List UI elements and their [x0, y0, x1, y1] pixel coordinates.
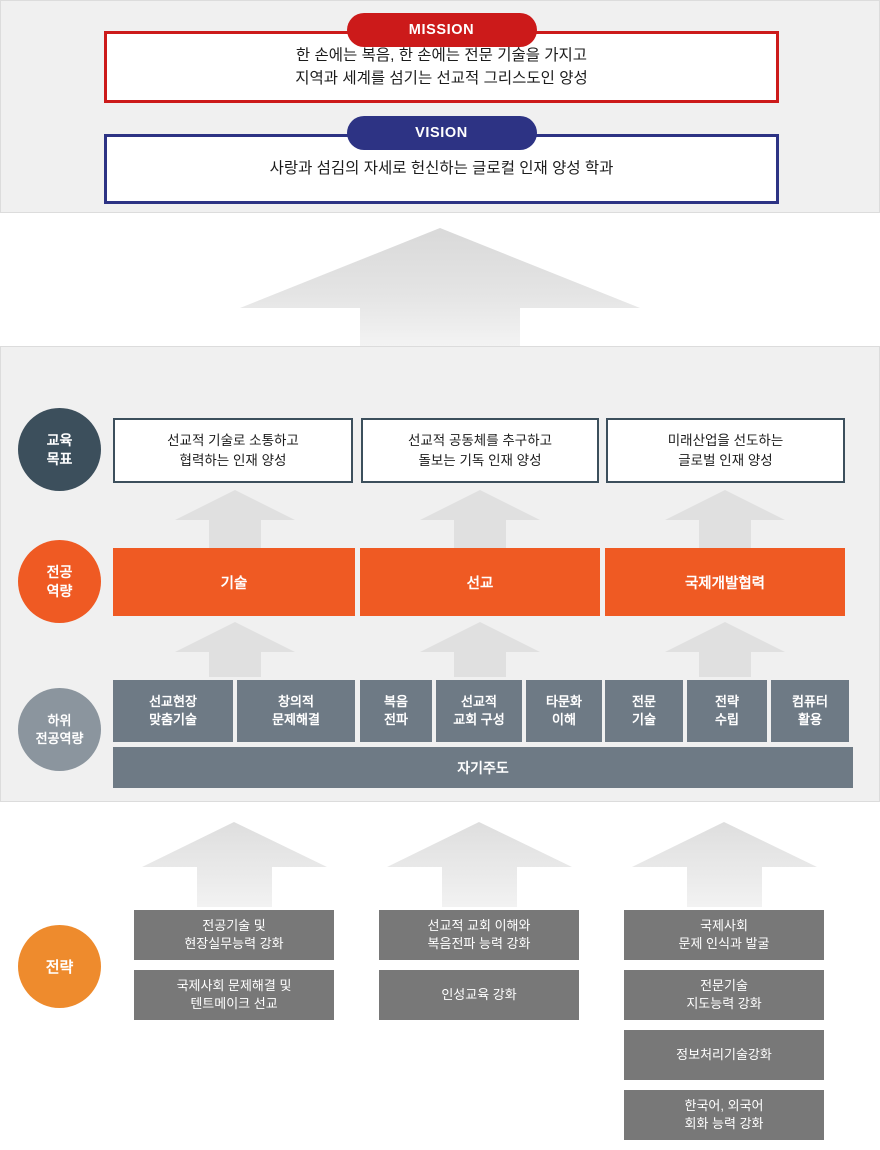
mission-block: 한 손에는 복음, 한 손에는 전문 기술을 가지고 지역과 세계를 섬기는 선… [104, 13, 779, 103]
sub-competency-item: 복음 전파 [360, 680, 432, 742]
vision-block: 사랑과 섬김의 자세로 헌신하는 글로컬 인재 양성 학과 VISION [104, 116, 779, 204]
sub-competency-item: 타문화 이해 [526, 680, 602, 742]
strategy-item: 정보처리기술강화 [624, 1030, 824, 1080]
education-goal-bubble: 교육 목표 [18, 408, 101, 491]
mission-vision-panel: 한 손에는 복음, 한 손에는 전문 기술을 가지고 지역과 세계를 섬기는 선… [0, 0, 880, 213]
mission-text: 한 손에는 복음, 한 손에는 전문 기술을 가지고 지역과 세계를 섬기는 선… [295, 46, 588, 87]
strategy-item: 선교적 교회 이해와 복음전파 능력 강화 [379, 910, 579, 960]
strategy-connector-arrow-icon [142, 822, 327, 907]
sub-competency-item: 선교적 교회 구성 [436, 680, 522, 742]
major-competency-row: 기술 선교 국제개발협력 [113, 548, 853, 616]
strategy-item: 전공기술 및 현장실무능력 강화 [134, 910, 334, 960]
strategy-bubble: 전략 [18, 925, 101, 1008]
strategy-item: 인성교육 강화 [379, 970, 579, 1020]
strategy-connector-arrow-icon [387, 822, 572, 907]
goal-connector-arrow-icon [665, 490, 785, 548]
strategy-connector-arrow-icon [632, 822, 817, 907]
vision-label-pill: VISION [346, 116, 537, 150]
sub-competency-item: 창의적 문제해결 [237, 680, 355, 742]
education-goal-row: 선교적 기술로 소통하고 협력하는 인재 양성 선교적 공동체를 추구하고 돌보… [113, 418, 853, 483]
goal-connector-arrow-icon [420, 490, 540, 548]
competency-connector-arrow-icon [420, 622, 540, 677]
education-goal-item: 선교적 기술로 소통하고 협력하는 인재 양성 [113, 418, 353, 483]
goal-connector-arrow-icon [175, 490, 295, 548]
sub-competency-bubble: 하위 전공역량 [18, 688, 101, 771]
major-competency-item: 기술 [113, 548, 355, 616]
vision-text: 사랑과 섬김의 자세로 헌신하는 글로컬 인재 양성 학과 [269, 160, 614, 178]
sub-competency-full-bar: 자기주도 [113, 747, 853, 788]
mission-connector-arrow-icon [240, 228, 640, 346]
major-competency-item: 선교 [360, 548, 600, 616]
competency-connector-arrow-icon [665, 622, 785, 677]
mission-label-pill: MISSION [346, 13, 537, 47]
sub-competency-row: 선교현장 맞춤기술 창의적 문제해결 복음 전파 선교적 교회 구성 타문화 이해 전문 … [113, 680, 853, 742]
major-competency-item: 국제개발협력 [605, 548, 845, 616]
sub-competency-item: 컴퓨터 활용 [771, 680, 849, 742]
sub-competency-item: 전략 수립 [687, 680, 767, 742]
strategy-item: 한국어, 외국어 회화 능력 강화 [624, 1090, 824, 1140]
education-goal-item: 선교적 공동체를 추구하고 돌보는 기독 인재 양성 [361, 418, 599, 483]
education-goal-item: 미래산업을 선도하는 글로벌 인재 양성 [606, 418, 845, 483]
strategy-item: 국제사회 문제 인식과 발굴 [624, 910, 824, 960]
sub-competency-item: 선교현장 맞춤기술 [113, 680, 233, 742]
major-competency-bubble: 전공 역량 [18, 540, 101, 623]
sub-competency-item: 전문 기술 [605, 680, 683, 742]
strategy-item: 국제사회 문제해결 및 텐트메이크 선교 [134, 970, 334, 1020]
strategy-item: 전문기술 지도능력 강화 [624, 970, 824, 1020]
competency-connector-arrow-icon [175, 622, 295, 677]
